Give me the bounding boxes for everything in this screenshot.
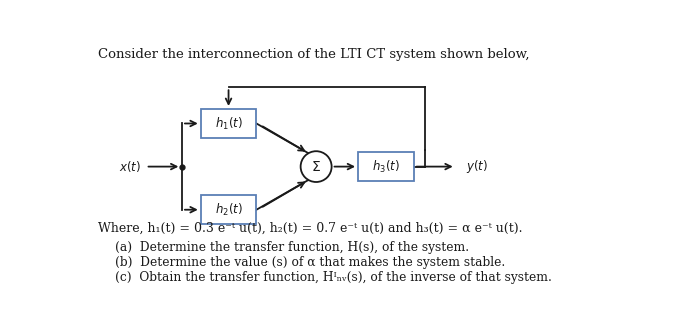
Text: (a)  Determine the transfer function, H(s), of the system.: (a) Determine the transfer function, H(s…	[115, 241, 469, 254]
Text: $\Sigma$: $\Sigma$	[312, 160, 321, 174]
Text: $y(t)$: $y(t)$	[466, 158, 488, 175]
Bar	[201, 109, 256, 138]
Text: $x(t)$: $x(t)$	[119, 159, 141, 174]
Text: Where, h₁(t) = 0.3 e⁻ᵗ u(t), h₂(t) = 0.7 e⁻ᵗ u(t) and h₃(t) = α e⁻ᵗ u(t).: Where, h₁(t) = 0.3 e⁻ᵗ u(t), h₂(t) = 0.7…	[97, 222, 522, 235]
Text: (b)  Determine the value (s) of α that makes the system stable.: (b) Determine the value (s) of α that ma…	[115, 256, 505, 269]
Circle shape	[300, 151, 332, 182]
Text: (c)  Obtain the transfer function, Hᴵₙᵥ(s), of the inverse of that system.: (c) Obtain the transfer function, Hᴵₙᵥ(s…	[115, 271, 552, 284]
Text: Consider the interconnection of the LTI CT system shown below,: Consider the interconnection of the LTI …	[97, 48, 529, 61]
Text: $h_3(t)$: $h_3(t)$	[372, 159, 400, 175]
Text: $h_2(t)$: $h_2(t)$	[215, 202, 242, 218]
Bar	[358, 152, 414, 181]
Bar	[201, 195, 256, 224]
Text: $h_1(t)$: $h_1(t)$	[215, 116, 242, 131]
